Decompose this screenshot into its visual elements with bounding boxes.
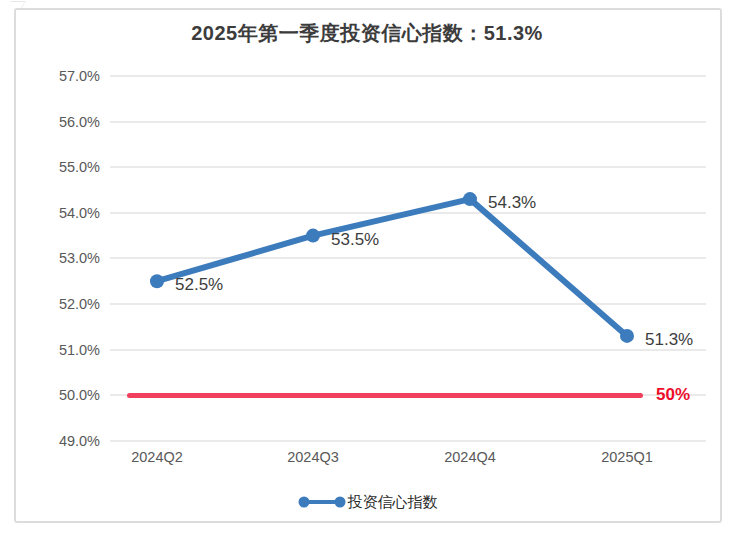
data-point-marker: [620, 329, 634, 343]
data-point-label: 54.3%: [488, 193, 536, 213]
data-point-marker: [306, 229, 320, 243]
x-axis-tick-label: 2024Q3: [258, 449, 368, 465]
legend-label: 投资信心指数: [348, 493, 438, 512]
data-point-label: 51.3%: [645, 330, 693, 350]
x-axis-tick-label: 2024Q4: [415, 449, 525, 465]
data-point-label: 53.5%: [331, 230, 379, 250]
legend: 投资信心指数: [0, 491, 734, 513]
data-point-marker: [463, 192, 477, 206]
investment-confidence-chart: 2025年第一季度投资信心指数：51.3% 57.0%56.0%55.0%54.…: [0, 0, 734, 534]
x-axis-tick-label: 2025Q1: [572, 449, 682, 465]
data-point-label: 52.5%: [175, 275, 223, 295]
data-point-marker: [150, 274, 164, 288]
legend-line-marker-icon: [297, 495, 347, 509]
x-axis-tick-label: 2024Q2: [102, 449, 212, 465]
